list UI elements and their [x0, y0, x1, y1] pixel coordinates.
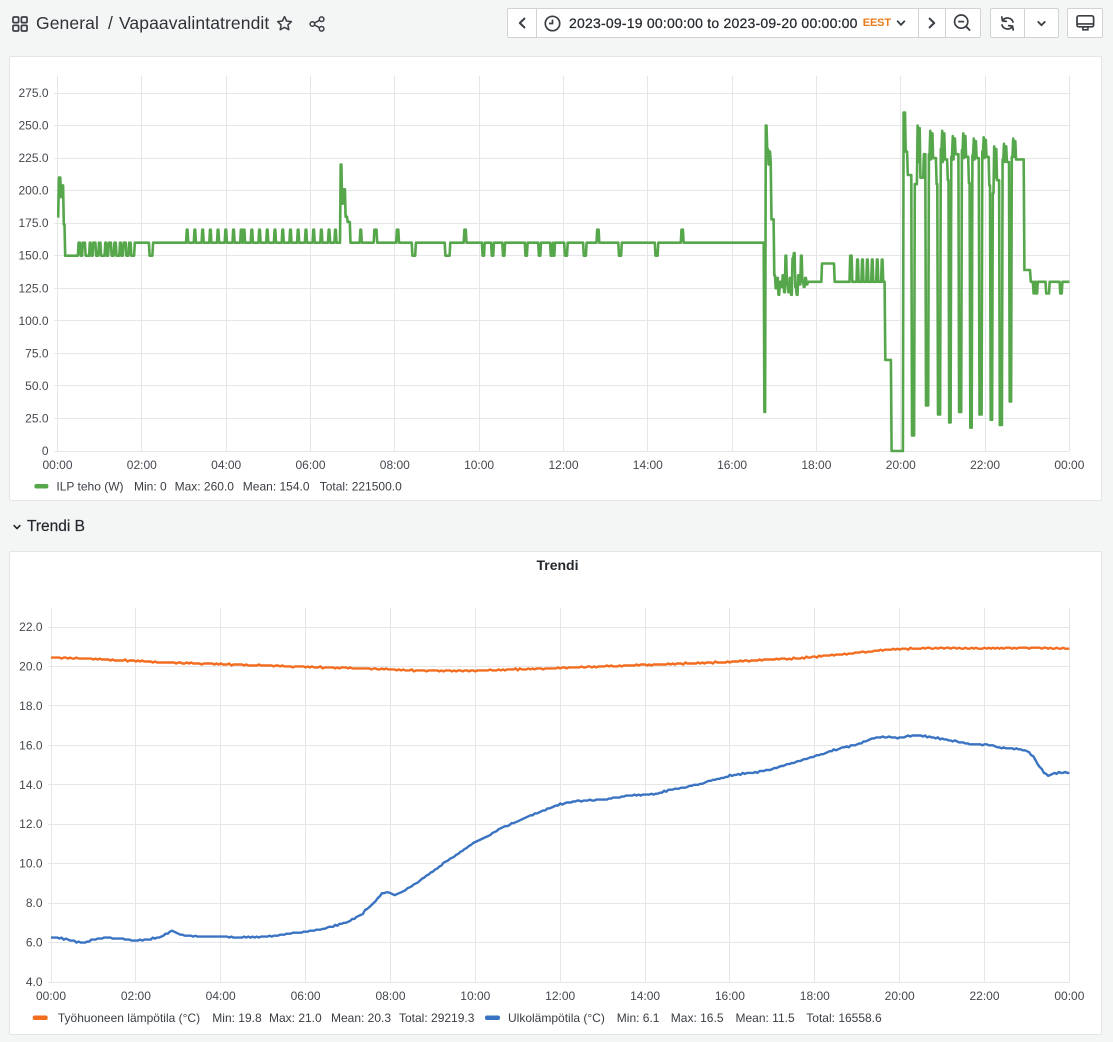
svg-text:20.0: 20.0	[19, 659, 43, 673]
svg-text:08:00: 08:00	[380, 458, 410, 472]
svg-text:18:00: 18:00	[800, 989, 830, 1003]
svg-text:4.0: 4.0	[26, 975, 43, 989]
svg-text:250.0: 250.0	[18, 119, 48, 133]
svg-text:Mean: 20.3: Mean: 20.3	[331, 1011, 391, 1025]
svg-text:10:00: 10:00	[460, 989, 490, 1003]
svg-text:Min: 6.1: Min: 6.1	[617, 1011, 660, 1025]
svg-text:275.0: 275.0	[18, 86, 48, 100]
svg-text:Mean: 11.5: Mean: 11.5	[736, 1011, 795, 1025]
svg-text:14:00: 14:00	[633, 458, 663, 472]
svg-text:6.0: 6.0	[26, 936, 43, 950]
svg-text:22:00: 22:00	[969, 989, 999, 1003]
svg-text:00:00: 00:00	[1054, 989, 1084, 1003]
svg-text:06:00: 06:00	[291, 989, 321, 1003]
svg-text:Min: 19.8: Min: 19.8	[212, 1011, 262, 1025]
svg-text:00:00: 00:00	[36, 989, 66, 1003]
svg-text:02:00: 02:00	[127, 458, 157, 472]
svg-text:22:00: 22:00	[970, 458, 1000, 472]
svg-text:Ulkolämpötila (°C): Ulkolämpötila (°C)	[508, 1011, 605, 1025]
svg-text:25.0: 25.0	[25, 412, 49, 426]
svg-text:100.0: 100.0	[18, 314, 48, 328]
svg-text:12:00: 12:00	[545, 989, 575, 1003]
svg-text:14.0: 14.0	[19, 778, 43, 792]
svg-text:8.0: 8.0	[26, 896, 43, 910]
svg-text:125.0: 125.0	[18, 281, 48, 295]
svg-text:Total: 221500.0: Total: 221500.0	[320, 480, 402, 494]
svg-text:20:00: 20:00	[885, 989, 915, 1003]
svg-text:Max: 16.5: Max: 16.5	[671, 1011, 724, 1025]
svg-text:04:00: 04:00	[206, 989, 236, 1003]
svg-text:Trendi: Trendi	[536, 557, 578, 573]
svg-text:ILP teho (W): ILP teho (W)	[56, 480, 123, 494]
svg-text:02:00: 02:00	[121, 989, 151, 1003]
svg-text:14:00: 14:00	[630, 989, 660, 1003]
svg-text:175.0: 175.0	[18, 216, 48, 230]
svg-text:00:00: 00:00	[1054, 458, 1084, 472]
svg-text:16:00: 16:00	[717, 458, 747, 472]
svg-text:Max: 21.0: Max: 21.0	[269, 1011, 322, 1025]
svg-text:06:00: 06:00	[295, 458, 325, 472]
svg-text:18.0: 18.0	[19, 699, 43, 713]
svg-text:50.0: 50.0	[25, 379, 49, 393]
svg-text:12.0: 12.0	[19, 817, 43, 831]
svg-text:Mean: 154.0: Mean: 154.0	[243, 480, 310, 494]
svg-text:22.0: 22.0	[19, 620, 43, 634]
svg-text:Max: 260.0: Max: 260.0	[175, 480, 235, 494]
svg-text:Total: 16558.6: Total: 16558.6	[806, 1011, 882, 1025]
svg-text:0: 0	[42, 444, 49, 458]
svg-text:12:00: 12:00	[548, 458, 578, 472]
svg-text:08:00: 08:00	[375, 989, 405, 1003]
svg-text:Min: 0: Min: 0	[134, 480, 167, 494]
svg-text:18:00: 18:00	[801, 458, 831, 472]
svg-text:200.0: 200.0	[18, 184, 48, 198]
svg-text:16.0: 16.0	[19, 738, 43, 752]
svg-text:10:00: 10:00	[464, 458, 494, 472]
svg-text:20:00: 20:00	[886, 458, 916, 472]
svg-text:150.0: 150.0	[18, 249, 48, 263]
svg-text:Total: 29219.3: Total: 29219.3	[399, 1011, 475, 1025]
svg-text:10.0: 10.0	[19, 857, 43, 871]
svg-text:16:00: 16:00	[715, 989, 745, 1003]
svg-text:Työhuoneen lämpötila (°C): Työhuoneen lämpötila (°C)	[58, 1011, 200, 1025]
svg-text:225.0: 225.0	[18, 151, 48, 165]
svg-text:75.0: 75.0	[25, 346, 49, 360]
svg-text:04:00: 04:00	[211, 458, 241, 472]
svg-text:00:00: 00:00	[42, 458, 72, 472]
